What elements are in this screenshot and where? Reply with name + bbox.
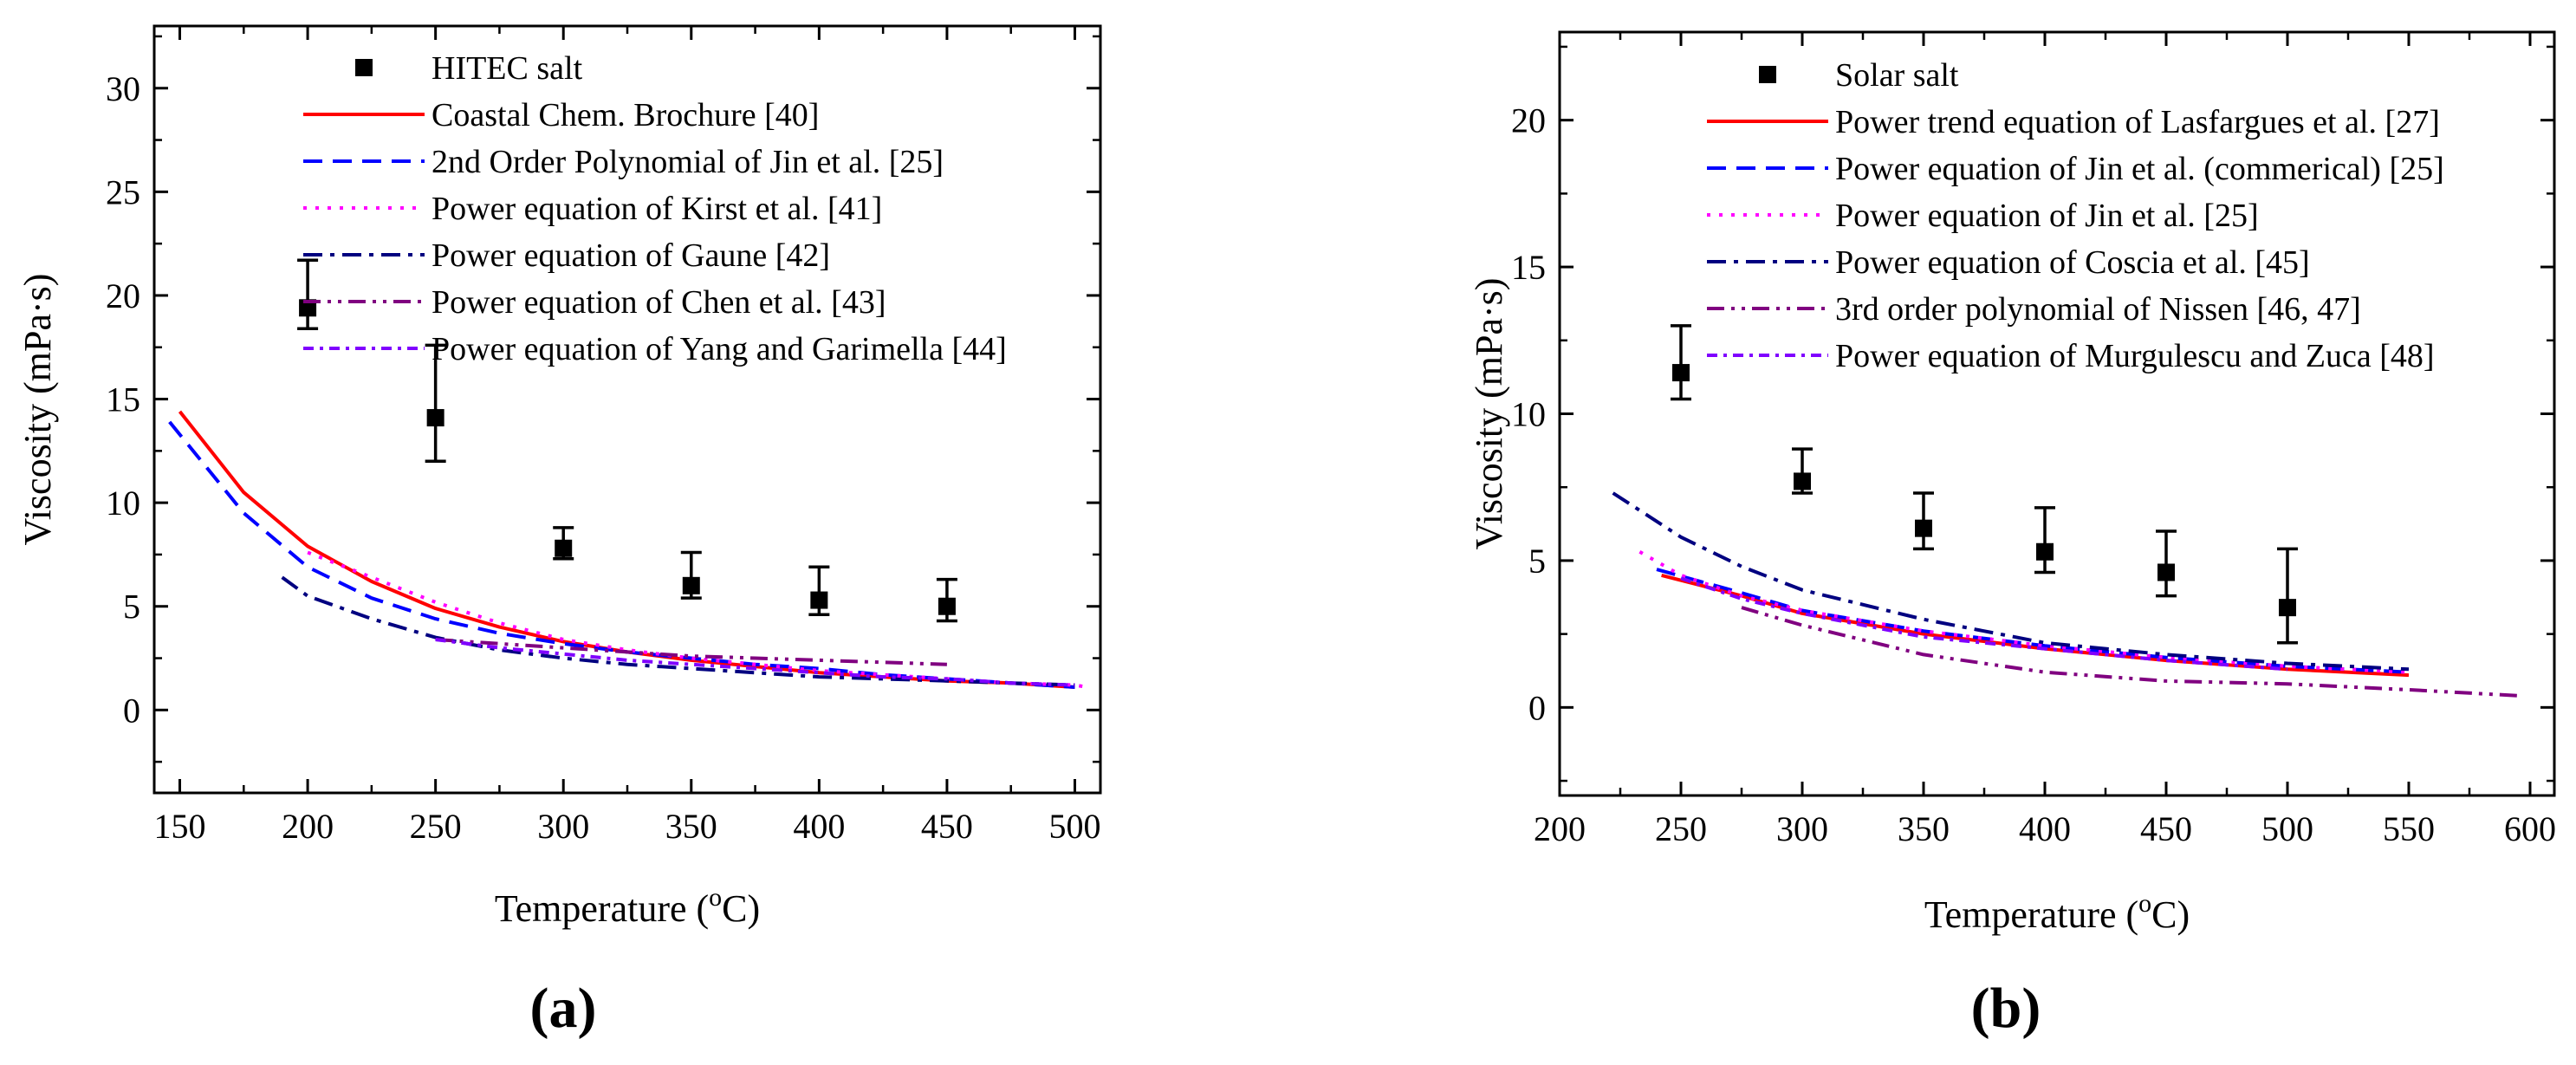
panela-legend-label-1: Coastal Chem. Brochure [40]: [431, 97, 819, 133]
panel-a: 150 200 250 300 350 400 450 500 0 5 10 15 20 25 30 Visc…: [16, 24, 1102, 1040]
panela-x-tick-label: 450: [921, 807, 973, 846]
panela-y-tick-label: 0: [123, 691, 140, 730]
panela-y-tick-label: 5: [123, 588, 140, 627]
panela-series-line-1: [178, 410, 1075, 689]
panelb-data-point: [1672, 364, 1690, 382]
panelb-legend-label-5: 3rd order polynomial of Nissen [46, 47]: [1835, 291, 2361, 328]
panelb-legend-label-4: Power equation of Coscia et al. [45]: [1835, 244, 2310, 281]
panelb-y-axis-label: Viscosity (mPa·s): [1468, 278, 1510, 550]
panela-legend-label-6: Power equation of Yang and Garimella [44…: [431, 331, 1007, 367]
panelb-series-line-4: [1612, 491, 2410, 672]
panela-x-axis-label-unit: C): [722, 887, 760, 930]
panela-x-tick-label: 250: [410, 807, 462, 846]
panela-series-line-3: [307, 550, 1088, 689]
panelb-data-point: [2279, 599, 2296, 617]
panela-x-tick-label: 500: [1048, 807, 1100, 846]
panelb-panel-label: (b): [1971, 977, 2041, 1040]
panela-data-point: [555, 539, 573, 557]
panela-series-line-4: [281, 575, 1075, 687]
panelb-plot-frame: [1558, 30, 2556, 797]
panelb-legend-label-1: Power trend equation of Lasfargues et al…: [1835, 104, 2440, 140]
panela-y-tick-label: 25: [106, 172, 140, 211]
panela-x-tick-label: 300: [537, 807, 589, 846]
panelb-x-axis-label-degree: o: [2138, 889, 2151, 918]
panela-legend-label-4: Power equation of Gaune [42]: [431, 237, 830, 274]
panelb-legend-marker-0: [1759, 66, 1776, 83]
panelb-x-tick-label: 550: [2383, 809, 2435, 848]
panela-data-point: [299, 299, 317, 317]
panela-x-axis-label: Temperature (oC): [495, 883, 760, 930]
panelb-y-tick-label: 0: [1528, 688, 1546, 727]
panela-y-tick-label: 20: [106, 276, 140, 315]
panel-b: 200 250 300 350 400 450 500 550 600 0 5 10 15 20 Visco…: [1468, 30, 2556, 1040]
panelb-y-tick-label: 5: [1528, 542, 1546, 581]
panelb-x-axis-label: Temperature (oC): [1924, 889, 2190, 936]
panelb-y-tick-label: 20: [1511, 101, 1546, 140]
panelb-series-line-2: [1656, 568, 2410, 674]
panela-x-tick-label: 200: [282, 807, 334, 846]
panelb-x-axis-label-main: Temperature (: [1924, 893, 2138, 936]
panela-y-axis-label: Viscosity (mPa·s): [16, 274, 59, 546]
panelb-x-axis-label-unit: C): [2151, 893, 2190, 936]
panelb-x-tick-label: 250: [1655, 809, 1707, 848]
panela-panel-label: (a): [530, 977, 597, 1040]
panela-y-tick-label: 10: [106, 484, 140, 523]
panelb-data-point: [1915, 519, 1932, 537]
panelb-x-tick-label: 300: [1776, 809, 1828, 848]
panela-data-point: [682, 576, 700, 594]
panela-data-point: [938, 597, 956, 615]
panela-x-axis-label-main: Temperature (: [495, 887, 709, 930]
panela-data-point: [426, 409, 444, 427]
panelb-y-tick-label: 15: [1511, 248, 1546, 287]
panela-series-line-6: [435, 638, 1075, 687]
panelb-series-line-3: [1638, 550, 2410, 674]
panelb-x-tick-label: 600: [2504, 809, 2556, 848]
panelb-x-tick-label: 450: [2140, 809, 2192, 848]
panela-data-point: [810, 591, 828, 609]
panela-plot-frame: [152, 24, 1102, 795]
panelb-data-point: [1794, 472, 1811, 490]
panela-x-tick-label: 150: [154, 807, 206, 846]
panelb-legend-label-3: Power equation of Jin et al. [25]: [1835, 198, 2259, 234]
panela-legend-label-0: HITEC salt: [431, 50, 583, 87]
panela-y-tick-label: 15: [106, 380, 140, 419]
panelb-data-point: [2036, 542, 2054, 561]
panelb-series-line-5: [1741, 606, 2519, 698]
panelb-x-tick-label: 400: [2019, 809, 2071, 848]
panelb-legend-label-0: Solar salt: [1835, 57, 1959, 94]
panelb-series-line-1: [1661, 573, 2410, 678]
panela-legend-label-3: Power equation of Kirst et al. [41]: [431, 191, 882, 227]
panelb-data-point: [2157, 563, 2175, 581]
panela-x-tick-label: 350: [665, 807, 717, 846]
panelb-x-tick-label: 500: [2261, 809, 2313, 848]
panela-legend-marker-0: [355, 59, 373, 76]
panelb-legend-label-6: Power equation of Murgulescu and Zuca [4…: [1835, 338, 2435, 374]
panela-y-tick-label: 30: [106, 69, 140, 108]
panelb-y-tick-label: 10: [1511, 395, 1546, 434]
panelb-x-tick-label: 200: [1534, 809, 1586, 848]
panela-legend-label-5: Power equation of Chen et al. [43]: [431, 284, 886, 321]
panelb-legend-label-2: Power equation of Jin et al. (commerical…: [1835, 151, 2444, 187]
panela-legend-label-2: 2nd Order Polynomial of Jin et al. [25]: [431, 144, 944, 180]
panela-x-tick-label: 400: [793, 807, 845, 846]
panela-x-axis-label-degree: o: [709, 883, 722, 912]
panelb-x-tick-label: 350: [1898, 809, 1950, 848]
